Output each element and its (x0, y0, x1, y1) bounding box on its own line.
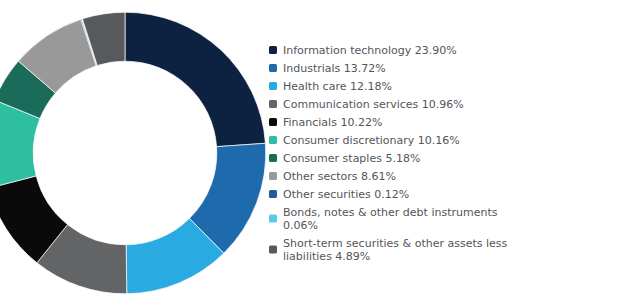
svg-text:Other sectors 8.61%: Other sectors 8.61% (283, 170, 396, 183)
svg-text:Short-term securities & other: Short-term securities & other assets les… (283, 237, 508, 250)
svg-text:Consumer staples 5.18%: Consumer staples 5.18% (283, 152, 420, 165)
svg-text:Bonds, notes & other debt inst: Bonds, notes & other debt instruments (283, 206, 498, 219)
svg-text:Financials 10.22%: Financials 10.22% (283, 116, 382, 129)
svg-text:Industrials 13.72%: Industrials 13.72% (283, 62, 386, 75)
svg-text:Communication services 10.96%: Communication services 10.96% (283, 98, 464, 111)
svg-text:Consumer discretionary 10.16%: Consumer discretionary 10.16% (283, 134, 460, 147)
svg-text:Information technology 23.90%: Information technology 23.90% (283, 44, 457, 57)
svg-text:0.06%: 0.06% (283, 219, 318, 232)
svg-text:Other securities 0.12%: Other securities 0.12% (283, 188, 409, 201)
svg-text:Health care 12.18%: Health care 12.18% (283, 80, 392, 93)
svg-text:liabilities 4.89%: liabilities 4.89% (283, 250, 370, 263)
